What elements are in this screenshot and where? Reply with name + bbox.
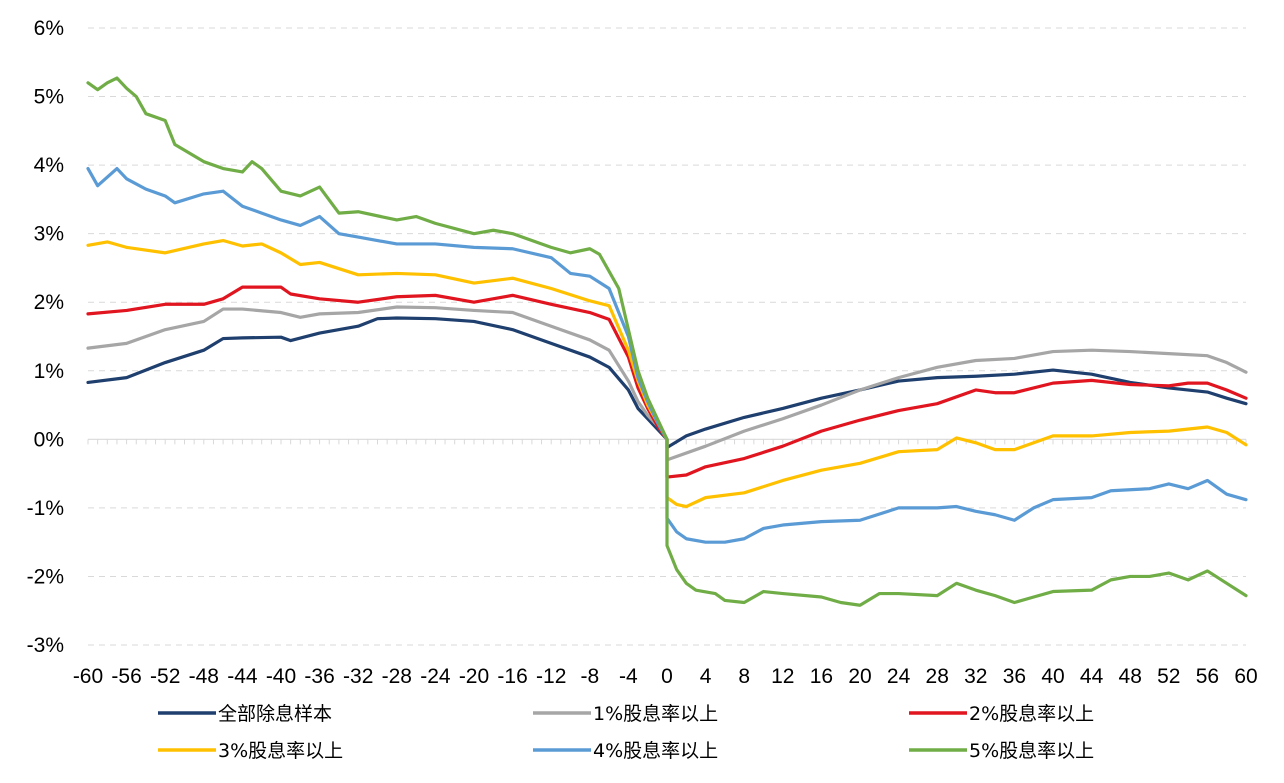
series-line-1 <box>86 316 1248 450</box>
x-tick-label: 60 <box>1234 665 1257 688</box>
series-line-6 <box>86 76 1248 607</box>
x-tick-label: 12 <box>771 665 794 688</box>
x-tick-label: -60 <box>73 665 103 688</box>
x-tick-label: 28 <box>926 665 949 688</box>
y-tick-label: 3% <box>34 223 64 246</box>
x-tick-label: 32 <box>964 665 987 688</box>
y-tick-label: 2% <box>34 291 64 314</box>
legend-label: 4%股息率以上 <box>593 740 718 762</box>
legend-label: 5%股息率以上 <box>969 740 1094 762</box>
x-tick-label: 56 <box>1196 665 1219 688</box>
x-tick-label: 4 <box>700 665 712 688</box>
y-tick-label: -2% <box>27 565 64 588</box>
x-tick-label: 48 <box>1119 665 1142 688</box>
legend-label: 3%股息率以上 <box>218 740 343 762</box>
x-tick-label: -12 <box>536 665 566 688</box>
x-tick-label: 8 <box>738 665 750 688</box>
series-line-2 <box>86 305 1248 462</box>
x-tick-label: 36 <box>1003 665 1026 688</box>
y-tick-label: -3% <box>27 634 64 657</box>
x-tick-label: 24 <box>887 665 911 688</box>
y-tick-label: 5% <box>34 86 64 109</box>
x-tick-label: -16 <box>497 665 527 688</box>
x-tick-label: -44 <box>227 665 258 688</box>
y-tick-label: 1% <box>34 360 64 383</box>
legend-label: 全部除息样本 <box>218 703 332 725</box>
x-tick-label: 40 <box>1041 665 1064 688</box>
x-tick-label: -24 <box>420 665 451 688</box>
legend-label: 1%股息率以上 <box>593 703 718 725</box>
x-tick-label: 0 <box>661 665 673 688</box>
legend-label: 2%股息率以上 <box>969 703 1094 725</box>
x-tick-label: -52 <box>150 665 180 688</box>
x-tick-label: -56 <box>111 665 141 688</box>
x-tick-label: -28 <box>382 665 412 688</box>
x-tick-label: 52 <box>1157 665 1180 688</box>
x-tick-label: -48 <box>189 665 219 688</box>
x-tick-label: -4 <box>619 665 638 688</box>
x-tick-label: -20 <box>459 665 489 688</box>
y-tick-label: 4% <box>34 154 64 177</box>
y-tick-label: -1% <box>27 497 64 520</box>
x-tick-label: -36 <box>304 665 334 688</box>
x-tick-label: 20 <box>848 665 871 688</box>
x-tick-label: -8 <box>580 665 599 688</box>
x-tick-label: 44 <box>1080 665 1104 688</box>
x-tick-label: -40 <box>266 665 296 688</box>
y-tick-label: 6% <box>34 17 64 40</box>
y-tick-label: 0% <box>34 428 64 451</box>
x-tick-label: 16 <box>810 665 833 688</box>
x-tick-label: -32 <box>343 665 373 688</box>
